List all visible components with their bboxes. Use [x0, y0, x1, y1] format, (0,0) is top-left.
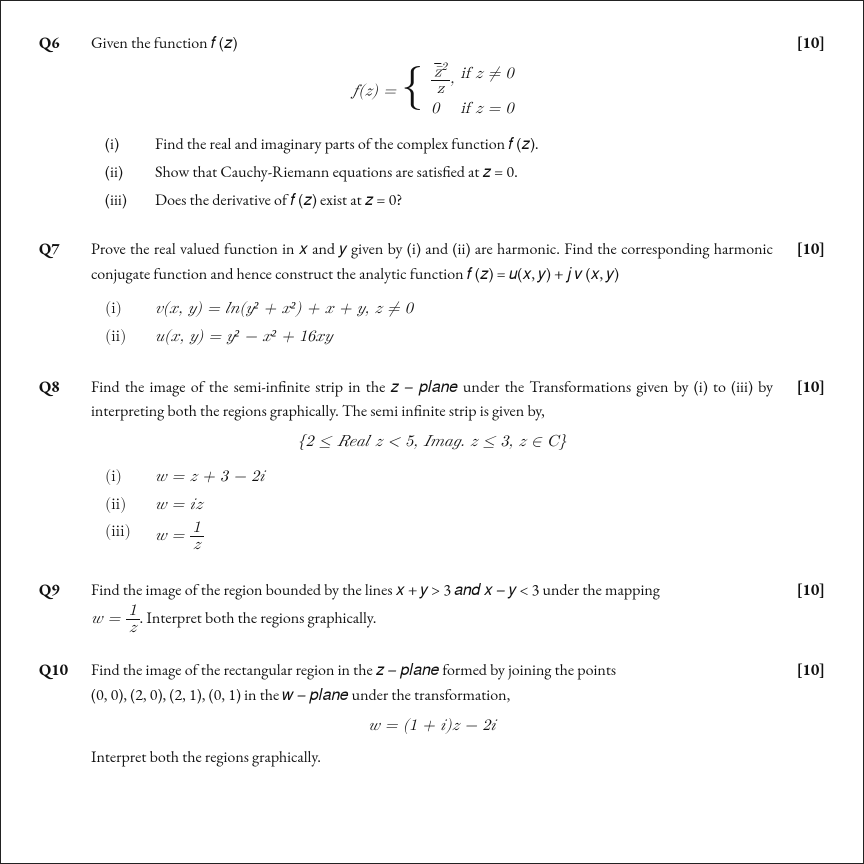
q10-eq: 𝑤 = (1 + 𝑖)𝑧 − 2𝑖: [91, 714, 773, 739]
question-6: Q6 Given the function 𝑓 (𝑧) 𝑓(𝑧) = { z̄2…: [39, 31, 825, 215]
q6-piece-r1b: if 𝑧 ≠ 0: [460, 62, 513, 97]
q6-piece-r1a: z̄2z,: [431, 62, 454, 97]
q6-marks: [10]: [779, 31, 825, 215]
q7-number: Q7: [39, 237, 85, 352]
q6-piece-r2b: if 𝑧 = 0: [460, 97, 513, 122]
q6-exp: 2: [441, 62, 447, 73]
q8-iii: 𝑤 = 1𝑧: [155, 520, 773, 553]
q8-number: Q8: [39, 375, 85, 557]
q9-map: 𝑤 = 1𝑧: [91, 611, 140, 627]
q9-map-den: 𝑧: [126, 619, 140, 636]
q7-ii: 𝑢(𝑥, 𝑦) = 𝑦² − 𝑥² + 16𝑥𝑦: [155, 325, 773, 350]
q8-marks: [10]: [779, 375, 825, 557]
q6-piece-r2a: 0: [431, 97, 454, 122]
q9-map-num: 1: [126, 603, 140, 619]
q8-iii-num: 1: [190, 520, 204, 536]
q6-iii: Does the derivative of 𝑓 (𝑧) exist at 𝑧 …: [155, 188, 773, 213]
q7-ii-rn: (ii): [105, 325, 149, 350]
q9-number: Q9: [39, 578, 85, 636]
question-8: Q8 Find the image of the semi-infinite s…: [39, 375, 825, 557]
q9-pre: Find the image of the region bounded by …: [91, 579, 660, 600]
q10-l2: (0, 0), (2, 0), (2, 1), (0, 1) in the 𝑤 …: [91, 684, 510, 705]
q6-ii-rn: (ii): [105, 160, 149, 185]
q6-piecewise: { z̄2z, if 𝑧 ≠ 0 0 if 𝑧 = 0: [401, 62, 513, 122]
q7-marks: [10]: [779, 237, 825, 352]
q6-den: z: [431, 80, 450, 97]
q9-body: Find the image of the region bounded by …: [91, 578, 773, 636]
q10-number: Q10: [39, 658, 85, 769]
q8-body: Find the image of the semi-infinite stri…: [91, 375, 773, 557]
q9-marks: [10]: [779, 578, 825, 636]
q6-tail: ,: [450, 71, 454, 87]
question-10: Q10 Find the image of the rectangular re…: [39, 658, 825, 769]
q6-piece-lhs: 𝑓(𝑧) =: [350, 83, 396, 99]
q6-ii: Show that Cauchy-Riemann equations are s…: [155, 160, 773, 185]
q6-subs: (i)Find the real and imaginary parts of …: [91, 132, 773, 212]
q6-i-rn: (i): [105, 132, 149, 157]
q8-iii-den: 𝑧: [190, 536, 204, 553]
q10-body: Find the image of the rectangular region…: [91, 658, 773, 769]
question-7: Q7 Prove the real valued function in 𝑥 a…: [39, 237, 825, 352]
q8-ii: 𝑤 = 𝑖𝑧: [155, 493, 773, 518]
q10-l1: Find the image of the rectangular region…: [91, 659, 616, 680]
q6-intro: Given the function 𝑓 (𝑧): [91, 32, 237, 53]
q6-body: Given the function 𝑓 (𝑧) 𝑓(𝑧) = { z̄2z, …: [91, 31, 773, 215]
q10-l3: Interpret both the regions graphically.: [91, 746, 321, 767]
q8-subs: (i)𝑤 = 𝑧 + 3 − 2𝑖 (ii)𝑤 = 𝑖𝑧 (iii) 𝑤 = 1…: [91, 465, 773, 554]
q8-ii-rn: (ii): [105, 493, 149, 518]
q8-intro: Find the image of the semi-infinite stri…: [91, 376, 773, 422]
q6-equation: 𝑓(𝑧) = { z̄2z, if 𝑧 ≠ 0 0 if 𝑧 = 0: [91, 62, 773, 122]
q8-i: 𝑤 = 𝑧 + 3 − 2𝑖: [155, 465, 773, 490]
question-9: Q9 Find the image of the region bounded …: [39, 578, 825, 636]
q8-iii-pre: 𝑤 =: [155, 528, 190, 544]
q6-i: Find the real and imaginary parts of the…: [155, 132, 773, 157]
q6-number: Q6: [39, 31, 85, 215]
q9-post: . Interpret both the regions graphically…: [140, 607, 377, 628]
q7-body: Prove the real valued function in 𝑥 and …: [91, 237, 773, 352]
q8-strip: {2 ≤ 𝑅𝑒𝑎𝑙 𝑧 < 5, 𝐼𝑚𝑎𝑔. 𝑧 ≤ 3, 𝑧 ∈ C}: [91, 430, 773, 455]
q7-intro: Prove the real valued function in 𝑥 and …: [91, 238, 773, 284]
q9-map-pre: 𝑤 =: [91, 611, 126, 627]
brace-icon: {: [401, 64, 425, 124]
q8-iii-rn: (iii): [105, 520, 149, 553]
q10-marks: [10]: [779, 658, 825, 769]
q7-i: 𝑣(𝑥, 𝑦) = 𝑙𝑛(𝑦² + 𝑥²) + 𝑥 + 𝑦, 𝑧 ≠ 0: [155, 297, 773, 322]
q6-iii-rn: (iii): [105, 188, 149, 213]
q7-i-rn: (i): [105, 297, 149, 322]
q7-subs: (i)𝑣(𝑥, 𝑦) = 𝑙𝑛(𝑦² + 𝑥²) + 𝑥 + 𝑦, 𝑧 ≠ 0 …: [91, 297, 773, 350]
q8-i-rn: (i): [105, 465, 149, 490]
